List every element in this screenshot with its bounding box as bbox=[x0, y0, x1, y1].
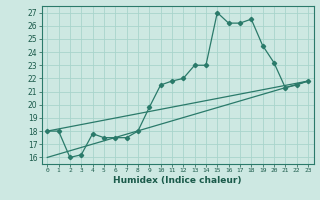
X-axis label: Humidex (Indice chaleur): Humidex (Indice chaleur) bbox=[113, 176, 242, 185]
